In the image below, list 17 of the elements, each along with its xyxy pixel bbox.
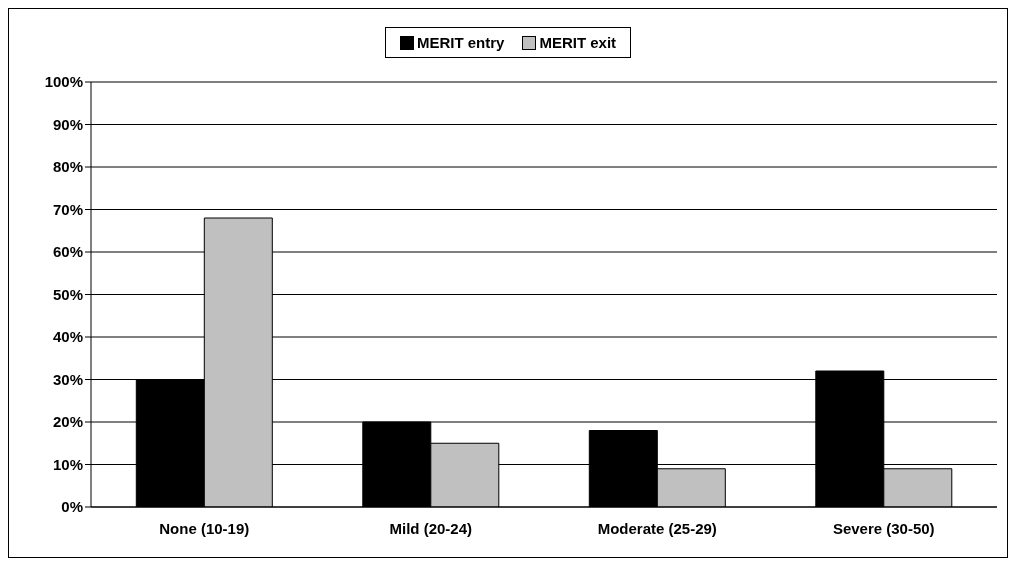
legend-label: MERIT entry bbox=[415, 34, 505, 51]
x-tick-label: Mild (20-24) bbox=[389, 519, 473, 537]
x-tick-label: None (10-19) bbox=[159, 519, 250, 537]
legend-label: MERIT exit bbox=[538, 34, 617, 51]
y-tick-label: 100% bbox=[44, 73, 83, 91]
y-tick-label: 70% bbox=[52, 200, 83, 218]
y-tick-label: 30% bbox=[52, 370, 83, 388]
x-tick-label: Moderate (25-29) bbox=[597, 519, 717, 537]
x-tick-label: Severe (30-50) bbox=[832, 519, 935, 537]
y-tick-label: 0% bbox=[61, 498, 83, 516]
y-tick-label: 90% bbox=[52, 115, 83, 133]
y-tick-label: 60% bbox=[52, 243, 83, 261]
y-tick-label: 20% bbox=[52, 413, 83, 431]
y-tick-label: 40% bbox=[52, 328, 83, 346]
y-tick-label: 80% bbox=[52, 158, 83, 176]
y-tick-label: 50% bbox=[52, 285, 83, 303]
y-tick-label: 10% bbox=[52, 455, 83, 473]
